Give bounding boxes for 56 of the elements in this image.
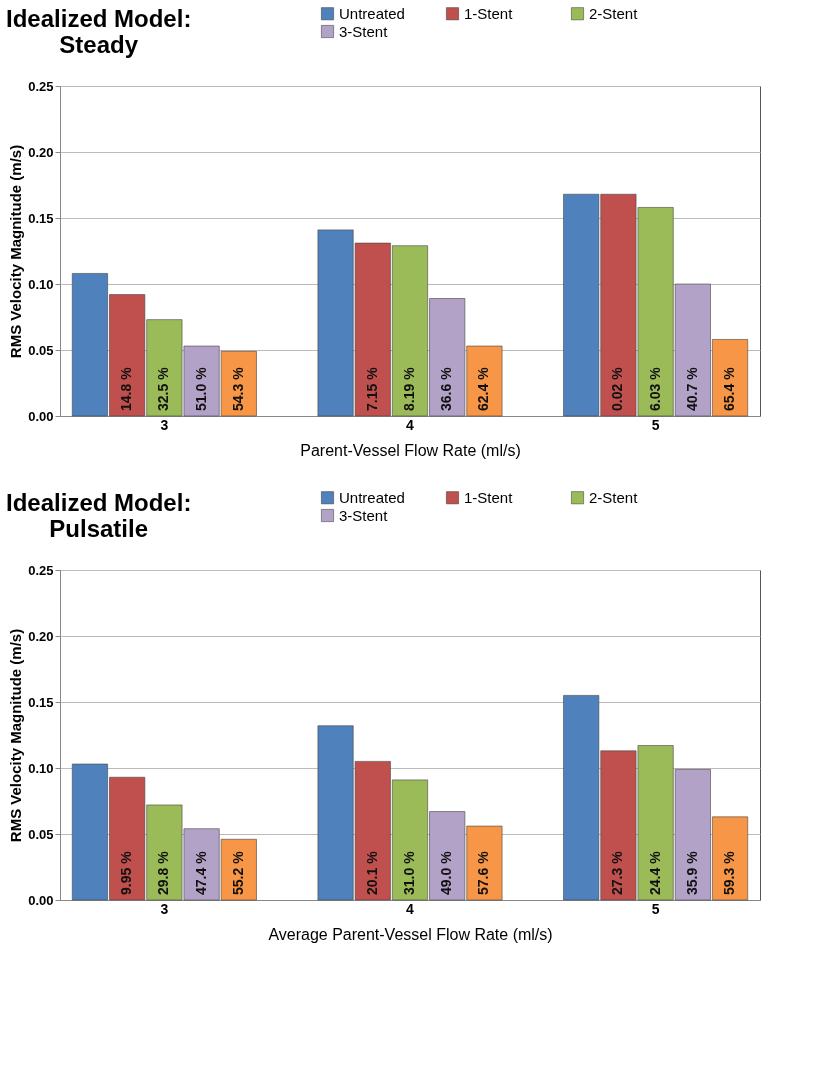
y-tick-label: 0.20 — [28, 628, 54, 644]
y-tick-label: 0.05 — [28, 342, 54, 358]
y-tick-label: 0.25 — [28, 562, 54, 578]
legend-label: 3-Stent — [339, 22, 389, 40]
annotation: 35.9 % — [683, 850, 700, 895]
y-tick-label: 0.15 — [28, 210, 54, 226]
legend-label: 2-Stent — [589, 4, 639, 22]
y-tick-label: 0.00 — [28, 408, 54, 424]
annotation: 29.8 % — [155, 850, 172, 895]
annotation: 32.5 % — [155, 366, 172, 411]
annotation: 36.6 % — [438, 366, 455, 411]
legend-label: 1-Stent — [464, 4, 514, 22]
chart-title: Idealized Model: Steady — [6, 5, 192, 58]
x-tick-label: 4 — [406, 900, 415, 917]
annotation: 9.95 % — [118, 850, 135, 895]
annotation: 54.3 % — [229, 366, 246, 411]
annotation: 62.4 % — [475, 366, 492, 411]
y-tick-label: 0.00 — [28, 892, 54, 908]
y-tick-label: 0.15 — [28, 694, 54, 710]
annotation: 49.0 % — [438, 850, 455, 895]
x-tick-label: 5 — [651, 900, 660, 917]
legend-label: 3-Stent — [339, 506, 389, 524]
y-axis-title: RMS Velocity Magnitude (m/s) — [7, 628, 25, 843]
annotation: 47.4 % — [192, 850, 209, 895]
y-tick-label: 0.20 — [28, 144, 54, 160]
y-tick-label: 0.05 — [28, 826, 54, 842]
x-tick-label: 4 — [406, 416, 415, 433]
annotation: 20.1 % — [363, 850, 380, 895]
x-tick-label: 3 — [160, 416, 169, 433]
y-tick-label: 0.10 — [28, 276, 54, 292]
x-tick-label: 5 — [651, 416, 660, 433]
annotation: 0.02 % — [609, 366, 626, 411]
annotation: 59.3 % — [721, 850, 738, 895]
x-axis-title: Parent-Vessel Flow Rate (ml/s) — [300, 441, 521, 459]
legend-label: 2-Stent — [589, 488, 639, 506]
y-tick-label: 0.10 — [28, 760, 54, 776]
annotation: 7.15 % — [363, 366, 380, 411]
annotation: 55.2 % — [229, 850, 246, 895]
annotation: 27.3 % — [609, 850, 626, 895]
legend-label: 1-Stent — [464, 488, 514, 506]
annotation: 65.4 % — [721, 366, 738, 411]
annotation: 6.03 % — [646, 366, 663, 411]
annotation: 31.0 % — [401, 850, 417, 895]
annotation: 24.4 % — [646, 850, 663, 895]
y-axis-title: RMS Velocity Magnitude (m/s) — [7, 144, 25, 359]
annotation: 51.0 % — [192, 366, 209, 411]
y-tick-label: 0.25 — [28, 78, 54, 94]
annotation: 14.8 % — [118, 366, 135, 411]
x-axis-title: Average Parent-Vessel Flow Rate (ml/s) — [268, 925, 553, 943]
legend-label: Untreated — [339, 488, 405, 506]
annotation: 8.19 % — [401, 366, 417, 411]
annotation: 57.6 % — [475, 850, 492, 895]
annotation: 40.7 % — [683, 366, 700, 411]
chart-title: Idealized Model: Pulsatile — [6, 489, 192, 542]
legend-label: Untreated — [339, 4, 405, 22]
x-tick-label: 3 — [160, 900, 169, 917]
